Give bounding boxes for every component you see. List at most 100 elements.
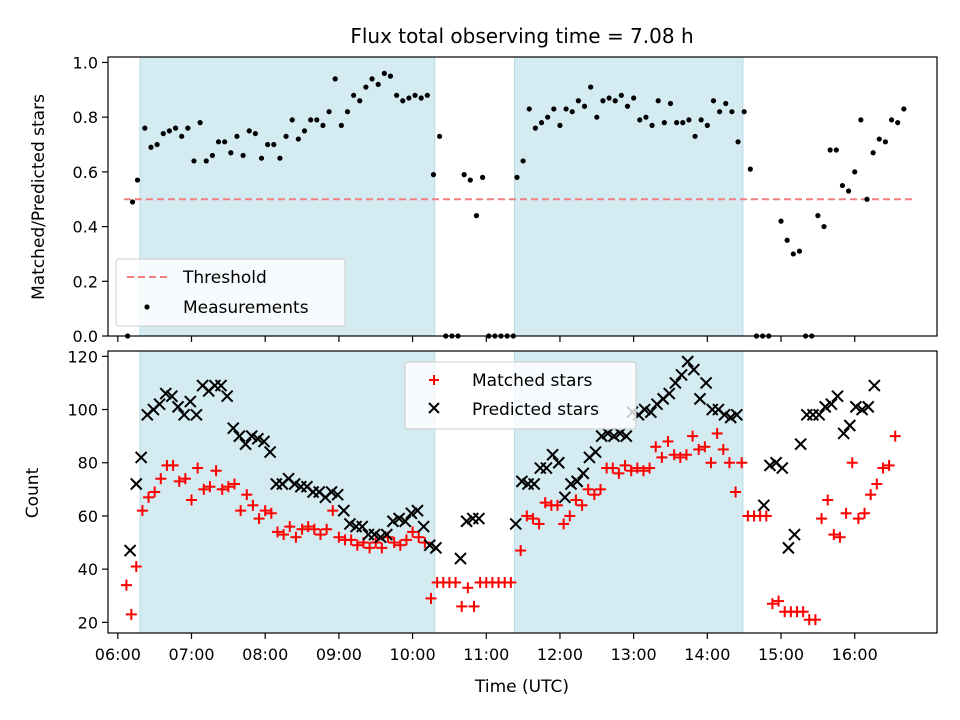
measurement-point — [308, 117, 314, 123]
predicted-star-point — [570, 475, 584, 488]
measurement-point — [148, 144, 154, 150]
predicted-star-point — [620, 429, 633, 443]
bottom-x-tick-label: 14:00 — [684, 645, 730, 664]
matched-star-point — [198, 483, 210, 495]
measurement-point — [179, 133, 185, 139]
predicted-star-point — [123, 544, 137, 557]
legend-measurements-swatch — [144, 304, 150, 310]
matched-star-point — [400, 534, 412, 546]
predicted-star-point — [831, 390, 844, 403]
predicted-star-point — [380, 528, 393, 541]
matched-star-point — [607, 462, 619, 474]
measurement-point — [160, 130, 166, 137]
measurement-point — [612, 98, 618, 104]
matched-star-point — [625, 465, 637, 477]
measurement-point — [796, 248, 803, 254]
measurement-point — [344, 109, 351, 115]
measurement-point — [864, 196, 870, 202]
measurement-point — [895, 120, 901, 126]
predicted-star-point — [159, 387, 172, 400]
matched-star-point — [173, 475, 185, 487]
predicted-star-point — [825, 398, 838, 411]
top-x-ticks — [117, 336, 856, 342]
top-y-tick-label: 1.0 — [73, 53, 98, 72]
matched-star-point — [558, 518, 570, 530]
matched-star-point — [515, 545, 527, 557]
measurement-point — [870, 150, 876, 156]
predicted-star-point — [837, 427, 850, 440]
matched-star-point — [450, 576, 462, 588]
measurement-point — [467, 177, 473, 183]
top-shaded-interval — [514, 56, 744, 337]
matched-star-point — [576, 499, 588, 511]
predicted-star-point — [730, 408, 744, 422]
legend-threshold-label: Threshold — [182, 268, 267, 288]
predicted-star-point — [687, 363, 701, 376]
measurement-point — [545, 114, 551, 120]
matched-star-point — [834, 531, 846, 543]
measurement-point — [717, 109, 723, 115]
predicted-star-point — [429, 541, 443, 555]
matched-star-point — [253, 513, 265, 525]
measurement-point — [532, 125, 538, 131]
predicted-star-point — [423, 539, 436, 552]
matched-star-point — [210, 465, 222, 477]
matched-star-point — [816, 513, 828, 525]
measurement-point — [741, 109, 747, 115]
matched-star-point — [333, 531, 345, 543]
matched-star-point — [241, 489, 253, 501]
predicted-star-point — [325, 485, 338, 499]
bottom-legend: Matched stars Predicted stars — [404, 361, 637, 430]
measurement-point — [594, 114, 600, 120]
measurement-point — [735, 139, 741, 145]
bottom-predicted-layer — [123, 355, 881, 565]
predicted-star-point — [757, 499, 771, 512]
matched-star-point — [216, 483, 228, 495]
predicted-star-point — [227, 421, 240, 435]
measurement-point — [265, 141, 271, 148]
predicted-star-point — [411, 504, 424, 517]
predicted-star-point — [374, 531, 387, 544]
predicted-star-point — [454, 552, 467, 565]
measurement-point — [271, 141, 277, 148]
predicted-star-point — [417, 520, 430, 533]
measurement-point — [643, 114, 649, 120]
predicted-star-point — [343, 517, 357, 531]
measurement-point — [142, 125, 148, 131]
measurement-point — [833, 147, 839, 153]
measurement-point — [406, 95, 412, 101]
measurement-point — [618, 92, 624, 98]
predicted-star-point — [788, 528, 801, 541]
matched-star-point — [271, 526, 283, 538]
matched-star-point — [259, 505, 271, 517]
measurement-point — [680, 120, 686, 126]
measurement-point — [357, 98, 363, 104]
matched-star-point — [840, 507, 852, 519]
measurement-point — [563, 106, 569, 112]
matched-star-point — [407, 526, 419, 538]
matched-star-point — [631, 462, 643, 474]
predicted-star-point — [368, 528, 381, 541]
measurement-point — [698, 117, 704, 123]
measurement-point — [655, 98, 661, 104]
matched-star-point — [149, 486, 161, 498]
top-y-axis-label: Matched/Predicted stars — [29, 94, 49, 300]
measurement-point — [400, 98, 406, 104]
matched-star-point — [413, 531, 425, 543]
measurement-point — [209, 152, 215, 159]
legend-measurements-label: Measurements — [183, 298, 309, 318]
matched-star-point — [877, 462, 889, 474]
matched-star-point — [730, 486, 742, 498]
bottom-y-tick-label: 80 — [78, 454, 98, 473]
measurement-point — [852, 169, 858, 175]
matched-star-point — [594, 483, 606, 495]
predicted-star-point — [675, 368, 688, 382]
bottom-shaded-interval — [139, 350, 436, 634]
matched-star-point — [859, 507, 871, 519]
matched-star-point — [773, 595, 785, 607]
matched-star-point — [505, 576, 517, 588]
predicted-star-point — [855, 403, 869, 416]
matched-star-point — [296, 523, 308, 535]
predicted-star-point — [130, 477, 143, 491]
matched-star-point — [693, 443, 705, 455]
